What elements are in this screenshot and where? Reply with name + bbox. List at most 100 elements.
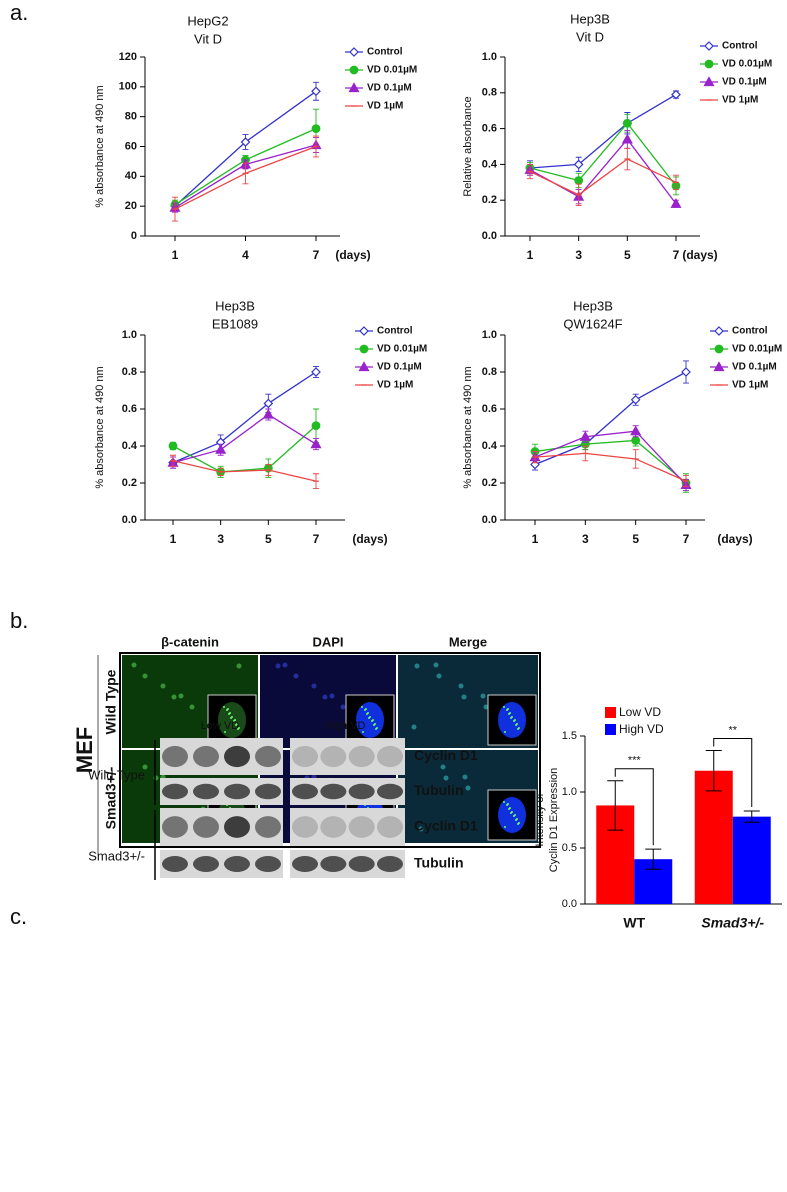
legend-label: VD 0.01µM <box>377 344 427 355</box>
x-tick-label: 1 <box>527 248 534 262</box>
legend-label: VD 0.1µM <box>722 77 767 88</box>
x-tick-label: 7 <box>313 248 320 262</box>
speckle <box>509 712 511 714</box>
y-tick-label: 1.0 <box>482 329 497 341</box>
cell <box>461 694 467 700</box>
blot-column-label: High VD <box>325 720 366 732</box>
blot-row-label: Smad3+/- <box>88 848 145 863</box>
y-tick-label: 0.4 <box>482 158 498 170</box>
data-point <box>310 438 322 449</box>
speckle <box>227 708 229 710</box>
cell <box>483 704 489 710</box>
legend-label: VD 0.01µM <box>732 344 782 355</box>
speckle <box>372 719 374 721</box>
blot-band <box>193 816 219 838</box>
blot-band <box>255 816 281 838</box>
x-tick-label: 7 <box>683 532 690 546</box>
x-tick-label: 5 <box>632 532 639 546</box>
cell <box>171 694 177 700</box>
data-point <box>168 441 178 451</box>
y-tick-label: 0.6 <box>122 403 137 415</box>
series-line <box>172 425 317 473</box>
blot-band <box>224 783 250 800</box>
speckle <box>374 723 376 725</box>
speckle <box>367 712 369 714</box>
blot-band <box>162 783 188 800</box>
error-bar <box>607 780 624 831</box>
blot-band <box>224 745 250 768</box>
blot-band <box>377 856 403 872</box>
legend-marker <box>703 76 715 87</box>
y-tick-label: 120 <box>119 51 137 63</box>
legend-marker <box>704 59 714 69</box>
data-point <box>311 367 321 377</box>
data-point <box>573 159 584 170</box>
cell <box>178 693 184 699</box>
cell <box>462 774 468 780</box>
y-tick-label: 20 <box>125 200 137 212</box>
legend-label: VD 1µM <box>377 380 413 391</box>
y-tick-label: 1.5 <box>562 730 577 742</box>
bar <box>732 816 771 904</box>
speckle <box>503 801 505 803</box>
speckle <box>365 708 367 710</box>
blot-band <box>224 856 250 872</box>
y-tick-label: 0.0 <box>122 514 137 526</box>
blot-band <box>224 816 250 838</box>
series-line <box>529 94 677 169</box>
blot-band <box>193 783 219 800</box>
blot-band <box>162 745 188 768</box>
data-point <box>215 443 227 454</box>
y-axis-label: % absorbance at 490 nm <box>462 366 474 488</box>
data-point <box>681 367 691 377</box>
band-label: Cyclin D1 <box>414 747 478 763</box>
y-tick-label: 0.6 <box>482 403 497 415</box>
y-tick-label: 0.4 <box>122 440 138 452</box>
series-line <box>534 371 687 466</box>
legend-label: VD 0.1µM <box>377 362 422 373</box>
legend-marker <box>704 41 714 51</box>
speckle <box>361 706 363 708</box>
blot-band <box>292 783 318 800</box>
legend-label: VD 0.01µM <box>722 59 772 70</box>
legend-label: VD 0.01µM <box>367 65 417 76</box>
speckle <box>376 727 378 729</box>
data-point <box>262 408 274 419</box>
micrograph-frame <box>119 652 541 848</box>
blot-band <box>292 856 318 872</box>
panel-label: a. <box>10 0 28 25</box>
cell <box>329 693 335 699</box>
data-point <box>671 89 681 100</box>
cell <box>440 764 446 770</box>
legend-marker <box>359 344 369 354</box>
y-tick-label: 0.2 <box>122 477 137 489</box>
x-axis-label: (days) <box>682 248 717 262</box>
chart-subtitle: Vit D <box>576 29 604 44</box>
data-point <box>630 425 642 436</box>
blot-band <box>162 856 188 872</box>
cell <box>414 663 420 669</box>
blot-band <box>255 856 281 872</box>
cell <box>293 673 299 679</box>
legend-marker <box>359 326 369 336</box>
data-point <box>630 394 641 405</box>
blot-band <box>193 745 219 768</box>
speckle <box>238 727 240 729</box>
blot-band <box>377 745 403 768</box>
legend-label: High VD <box>619 722 664 736</box>
data-point <box>263 398 274 409</box>
row-label: Smad3+/- <box>103 766 119 829</box>
cell <box>443 775 449 781</box>
speckle <box>514 814 516 816</box>
cell <box>160 683 166 689</box>
y-tick-label: 0.6 <box>482 123 497 135</box>
band-label: Tubulin <box>414 782 464 798</box>
cell <box>480 693 486 699</box>
series-line <box>172 413 317 464</box>
chart-title: HepG2 <box>187 13 228 28</box>
panel-label: c. <box>10 904 27 929</box>
legend-label: VD 1µM <box>722 95 758 106</box>
blot-band <box>292 816 318 838</box>
band-label: Cyclin D1 <box>414 818 478 834</box>
cell <box>236 663 242 669</box>
